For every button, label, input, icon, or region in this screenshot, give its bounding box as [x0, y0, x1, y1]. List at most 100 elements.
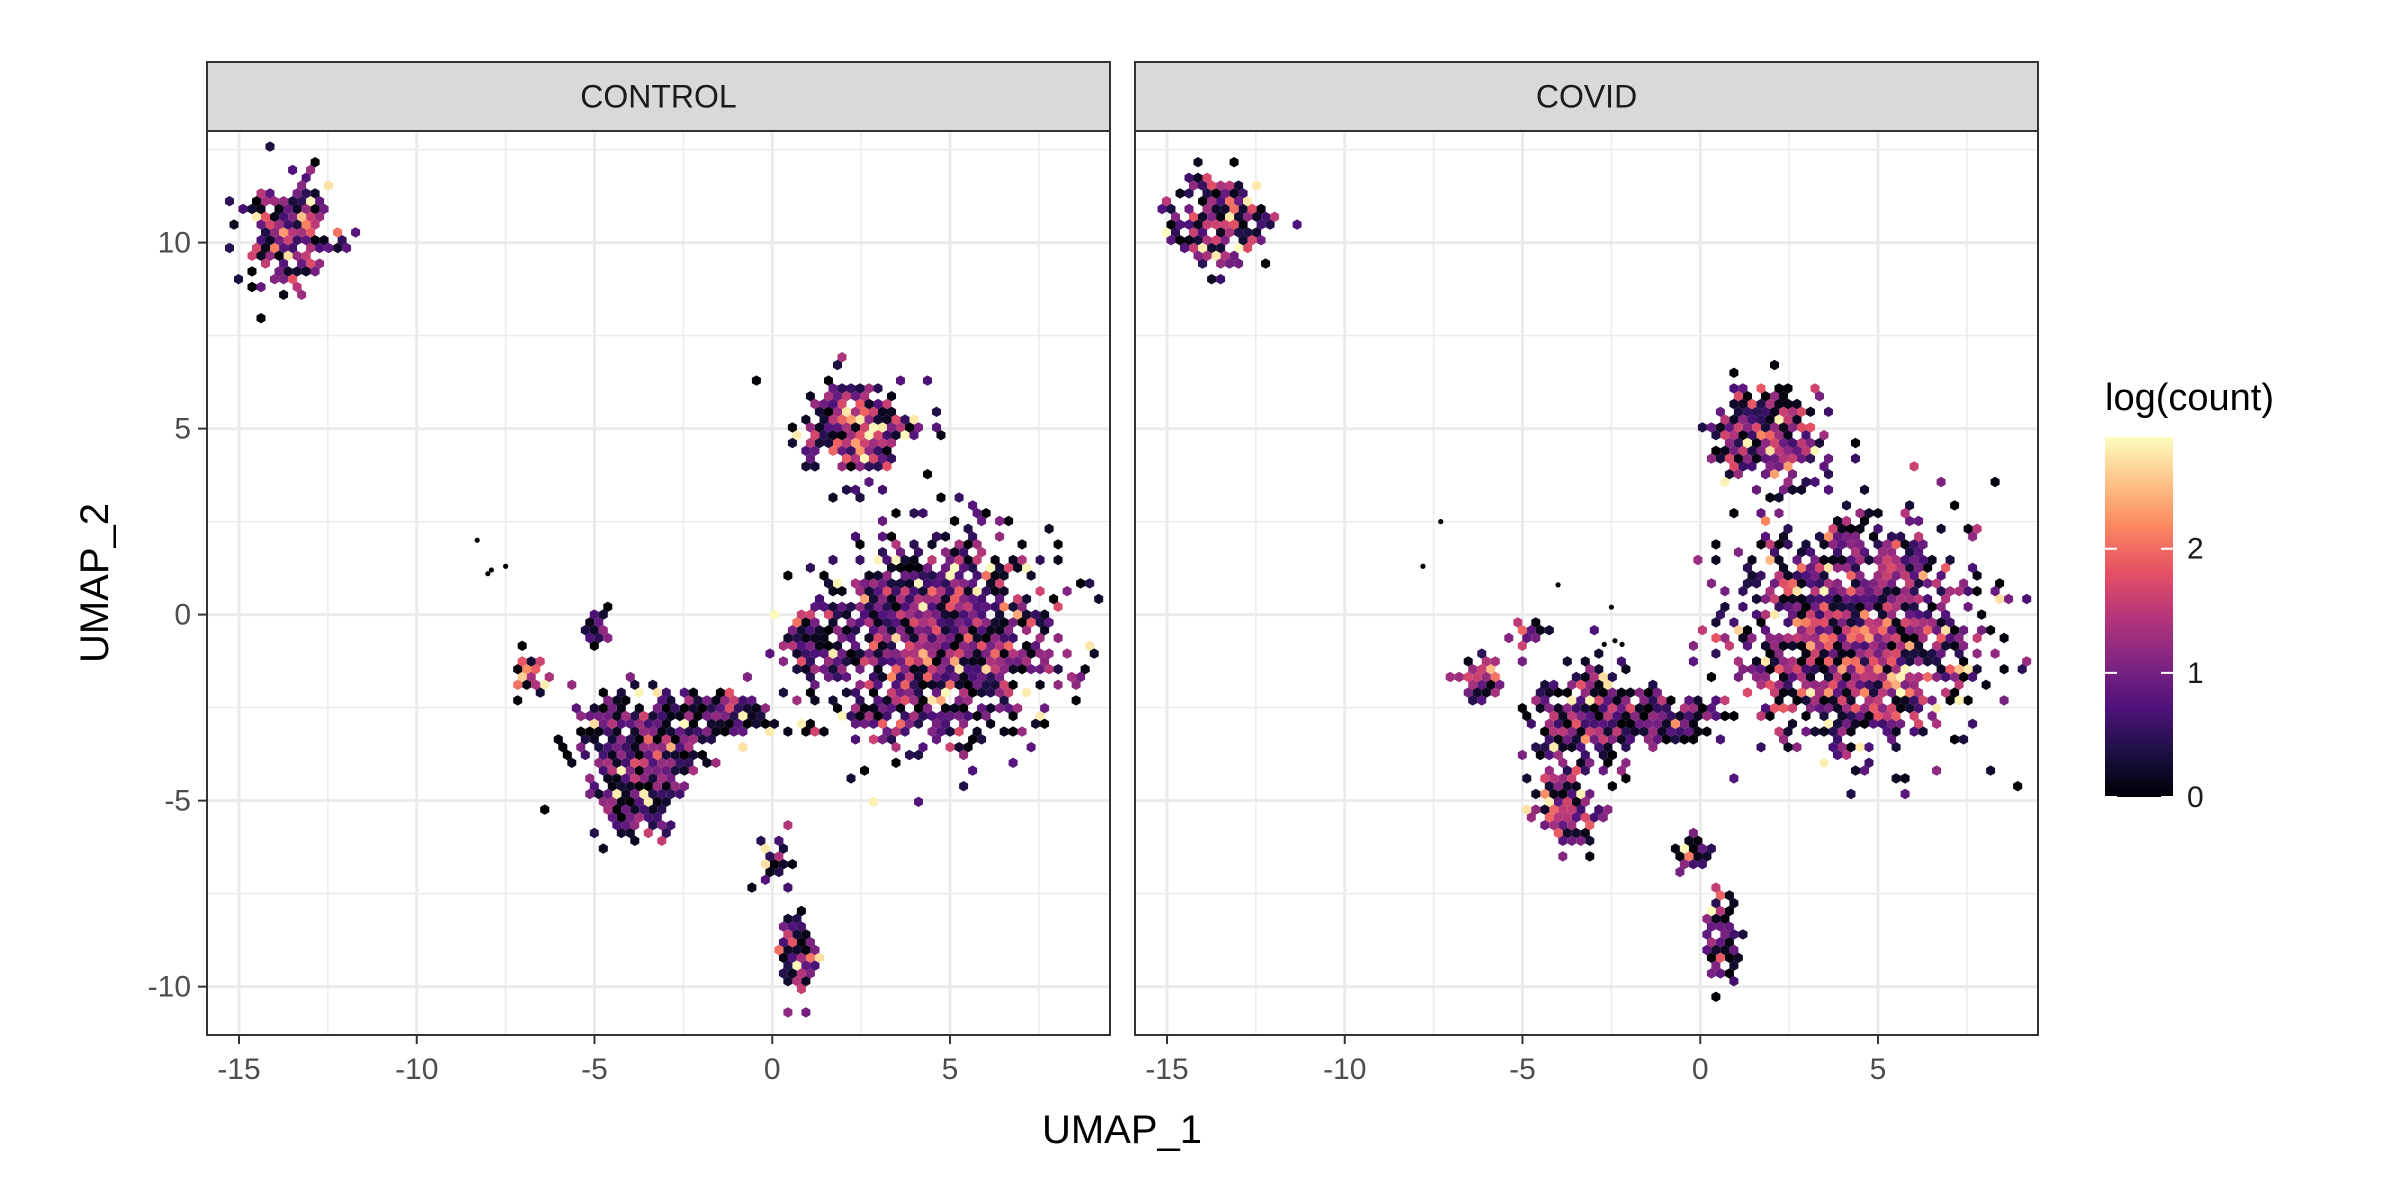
hex-cell [1824, 531, 1833, 542]
hex-cell [923, 609, 932, 620]
hex-cell [1243, 211, 1253, 222]
hex-cell [846, 648, 856, 659]
hex-cell [869, 437, 878, 449]
hex-cell [1706, 703, 1716, 714]
hex-cell [909, 586, 919, 597]
hex-cell [639, 804, 649, 815]
hex-cell [905, 671, 914, 683]
hex-cell [522, 679, 532, 690]
hex-cell [1851, 547, 1860, 558]
hex-cell [1797, 547, 1806, 558]
hex-cell [616, 718, 626, 729]
hex-cell [1806, 687, 1815, 698]
hex-cell [954, 679, 964, 690]
hex-cell [977, 656, 987, 667]
hex-cell [1531, 788, 1541, 800]
hex-cell [990, 554, 1000, 566]
hex-cell [1806, 562, 1815, 573]
hex-cell [1752, 671, 1761, 683]
hex-cell [909, 601, 919, 612]
hex-cell [760, 843, 770, 854]
hex-cell [603, 601, 613, 612]
hex-cell [1792, 414, 1802, 425]
hex-cell [945, 632, 955, 644]
hex-cell [1914, 703, 1924, 714]
hex-cell [634, 703, 644, 714]
hex-cell [1810, 726, 1820, 737]
hex-cell [1837, 601, 1847, 612]
hex-cell [833, 656, 842, 667]
hex-cell [805, 391, 815, 402]
hex-cell [801, 1007, 811, 1018]
hex-cell [932, 406, 941, 417]
hex-cell [1788, 469, 1797, 480]
hex-cell [1198, 258, 1208, 269]
hex-cell [1770, 640, 1779, 651]
hex-cell [306, 242, 316, 254]
hex-cell [1752, 484, 1761, 495]
hex-cell [837, 398, 847, 410]
hex-cell [891, 679, 901, 690]
hex-cell [1261, 258, 1271, 269]
hex-cell [301, 188, 311, 199]
hex-cell [846, 632, 856, 644]
hex-cell [869, 625, 878, 636]
hex-cell [625, 827, 635, 839]
hex-cell [1053, 679, 1063, 690]
hex-cell [999, 632, 1009, 644]
hex-cell [968, 734, 978, 745]
hex-cell [1788, 578, 1797, 589]
hex-cell [1779, 671, 1788, 683]
hex-cell [914, 703, 923, 714]
hex-cell [1914, 656, 1924, 667]
hex-cell [720, 695, 730, 706]
hex-cell [774, 944, 784, 956]
hex-cell [905, 562, 914, 573]
hex-cell [621, 695, 631, 706]
hex-cell [513, 695, 523, 706]
hex-cell [1941, 687, 1951, 698]
hex-cell [855, 383, 865, 394]
hex-cell [1571, 781, 1581, 792]
hex-cell [1900, 773, 1910, 784]
hex-cell [1189, 227, 1198, 238]
hex-cell [652, 734, 662, 745]
hex-cell [1846, 710, 1856, 722]
hex-cell [693, 695, 703, 706]
hex-cell [981, 601, 991, 612]
hex-cell [648, 820, 658, 831]
hex-cell [1833, 609, 1842, 620]
hex-cell [1738, 461, 1748, 472]
hex-cell [1702, 851, 1712, 862]
hex-cell [995, 515, 1005, 527]
hex-cell [1693, 554, 1703, 566]
hex-cell [927, 586, 937, 597]
hex-cell [900, 414, 910, 425]
hex-cell [1544, 734, 1554, 745]
hex-cell [1180, 242, 1189, 254]
hex-cell [792, 664, 802, 675]
hex-cell [1927, 601, 1937, 612]
hex-cell [851, 625, 860, 636]
hex-cell [923, 562, 932, 573]
hex-cell [1486, 664, 1496, 675]
hex-cell [720, 710, 730, 722]
hex-cell [855, 430, 865, 441]
hex-cell [652, 703, 662, 714]
hex-cell [995, 640, 1005, 651]
hex-cell [1936, 570, 1946, 581]
hex-cell [1797, 609, 1806, 620]
hex-cell [648, 757, 658, 768]
hex-cell [959, 718, 969, 729]
hex-cell [634, 781, 644, 792]
x-axis-control: -15 -10 -5 0 5 [217, 1035, 958, 1086]
hex-cell [234, 274, 243, 285]
hex-cell [1914, 640, 1924, 651]
hex-cell [657, 773, 667, 784]
hex-cell [783, 960, 793, 971]
hex-cell [1031, 718, 1041, 729]
hex-cell [1679, 843, 1689, 854]
hex-cell [1481, 656, 1491, 667]
hex-cell [972, 554, 982, 566]
hex-cell [1184, 188, 1194, 199]
